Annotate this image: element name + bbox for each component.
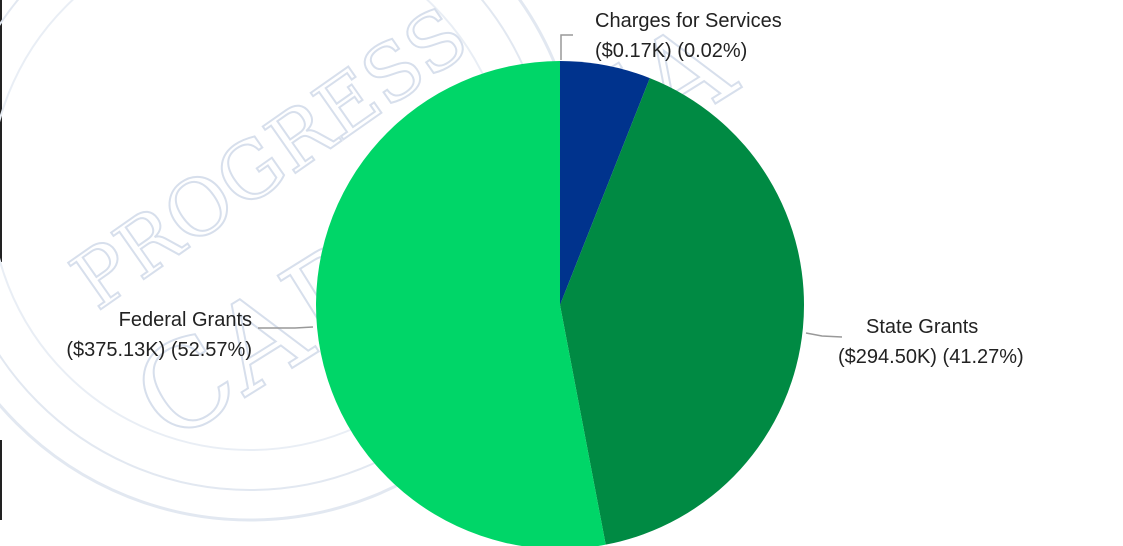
label-charges-percent: (0.02%) [677,40,747,62]
slice-state-grants [560,78,805,545]
slice-charges-for-services [560,61,650,305]
label-charges-values: ($0.17K) (0.02%) [595,40,747,62]
pie-slices [316,61,805,546]
label-charges-name: Charges for Services [595,10,782,32]
slice-federal-grants [316,61,606,546]
label-state-amount: ($294.50K) [838,346,937,368]
label-federal-name: Federal Grants [119,309,252,331]
leader-line-state [805,332,843,338]
label-federal-values: ($375.13K) (52.57%) [66,339,252,361]
label-state-name: State Grants [866,316,978,338]
label-charges-amount: ($0.17K) [595,40,672,62]
label-state-percent: (41.27%) [943,346,1024,368]
label-federal-amount: ($375.13K) [66,339,165,361]
label-federal-percent: (52.57%) [171,339,252,361]
label-state-values: ($294.50K) (41.27%) [838,346,1024,368]
leader-line-charges [560,34,573,60]
leader-line-federal [258,326,314,329]
